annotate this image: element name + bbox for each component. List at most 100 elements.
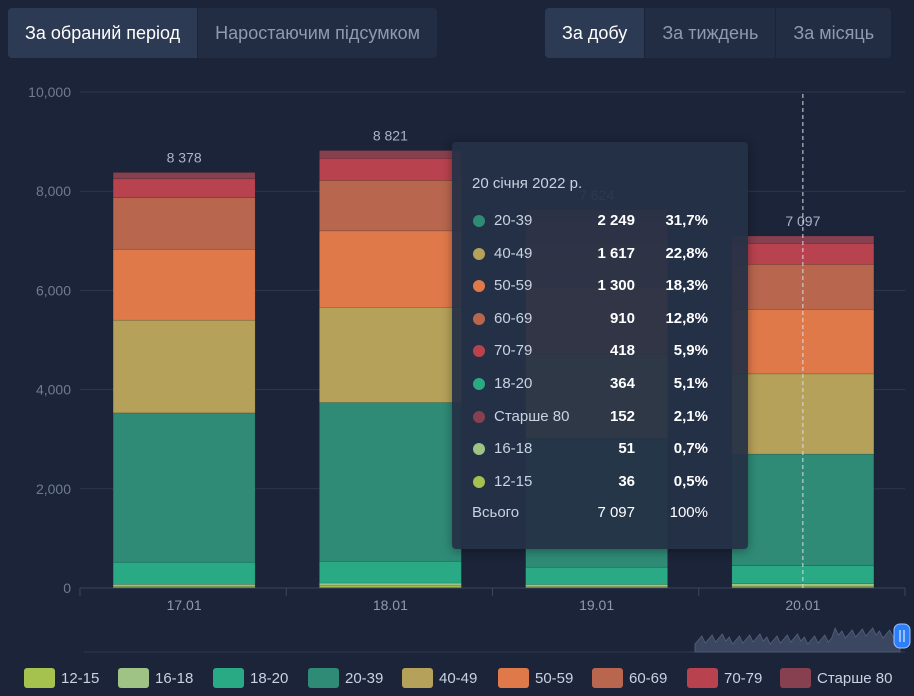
bar-total-label: 8 378 (167, 149, 202, 165)
tooltip-series-value: 152 (609, 407, 635, 425)
tooltip-row: 70-79 418 5,9% (452, 341, 748, 361)
tooltip-series-percent: 18,3% (665, 277, 708, 295)
bar-segment-60-69 (319, 179, 462, 232)
legend-swatch (308, 668, 339, 688)
tab-cumulative[interactable]: Наростаючим підсумком (198, 8, 438, 58)
tooltip-series-value: 2 249 (597, 212, 635, 229)
bar-segment-50-59 (112, 248, 256, 321)
series-dot-icon (473, 443, 485, 456)
series-dot-icon (473, 280, 485, 293)
tab-selected-period[interactable]: За обраний період (8, 8, 199, 58)
legend-label: Старше 80 (817, 670, 893, 687)
chart-tooltip: 20 січня 2022 р. 20-39 2 249 31,7% 40-49 1 6… (452, 142, 748, 549)
tooltip-series-percent: 2,1% (673, 407, 708, 425)
bar-segment-18-20 (525, 566, 668, 585)
series-dot-icon (473, 345, 485, 358)
y-tick-label: 8,000 (36, 183, 71, 199)
legend-swatch (213, 668, 244, 688)
tooltip-series-name: 20-39 (494, 212, 533, 229)
legend-swatch (687, 668, 718, 688)
legend-swatch (118, 668, 149, 688)
series-dot-icon (473, 378, 485, 390)
y-tick-label: 6,000 (36, 282, 71, 298)
bar-segment-40-49 (112, 319, 256, 414)
legend-label: 70-79 (724, 670, 763, 687)
period-mode-tabs: За обраний період Наростаючим підсумком (8, 8, 438, 58)
x-tick-label: 19.01 (579, 597, 614, 613)
tooltip-total-value: 7 097 (597, 504, 635, 521)
bar-segment-60-69 (112, 197, 256, 250)
legend-swatch (498, 668, 529, 688)
bar-segment-70-79 (112, 178, 256, 198)
legend-label: 18-20 (250, 670, 289, 687)
bar-segment-16-18 (319, 582, 462, 587)
tooltip-series-value: 1 617 (597, 244, 635, 262)
tooltip-total-row: Всього 7 097 100% (452, 503, 748, 523)
bar-segment-20-39 (319, 402, 462, 562)
legend-label: 12-15 (61, 670, 100, 687)
tooltip-row: 12-15 36 0,5% (452, 472, 748, 492)
bar-total-label: 8 821 (373, 127, 408, 143)
y-tick-label: 4,000 (36, 382, 71, 398)
tooltip-series-value: 364 (609, 375, 635, 392)
legend-swatch (24, 668, 55, 688)
tooltip-series-name: Старше 80 (494, 407, 570, 425)
tooltip-row: 40-49 1 617 22,8% (452, 244, 748, 264)
bar-segment-20-39 (112, 412, 256, 563)
tooltip-title: 20 січня 2022 р. (472, 175, 583, 192)
tooltip-series-percent: 31,7% (665, 212, 708, 229)
tooltip-series-value: 910 (609, 309, 635, 327)
y-tick-label: 10,000 (28, 84, 71, 100)
series-dot-icon (473, 247, 485, 260)
granularity-tabs: За добу За тиждень За місяць (545, 8, 892, 58)
legend-swatch (780, 668, 811, 688)
x-tick-label: 20.01 (785, 597, 820, 613)
bar-segment-18-20 (319, 560, 462, 584)
legend-label: 20-39 (345, 670, 384, 687)
bar-segment-Старше 80 (319, 150, 462, 159)
x-tick-label: 18.01 (373, 597, 408, 613)
tooltip-series-name: 70-79 (494, 342, 533, 360)
bar-segment-70-79 (731, 243, 875, 265)
x-tick-label: 17.01 (167, 597, 202, 613)
tooltip-series-percent: 5,9% (673, 342, 708, 360)
navigator-series (694, 626, 901, 653)
tooltip-series-name: 18-20 (494, 375, 533, 392)
bar-segment-70-79 (319, 158, 462, 181)
tooltip-series-value: 1 300 (597, 277, 635, 295)
series-dot-icon (473, 410, 485, 423)
tooltip-series-value: 36 (618, 472, 635, 490)
tooltip-series-percent: 22,8% (665, 244, 708, 262)
tooltip-series-percent: 5,1% (673, 375, 708, 392)
navigator-handle[interactable] (893, 623, 911, 649)
tooltip-row: 20-39 2 249 31,7% (452, 211, 748, 231)
tooltip-series-value: 51 (618, 440, 635, 458)
legend-label: 40-49 (439, 670, 478, 687)
tab-per-day[interactable]: За добу (545, 8, 646, 58)
tooltip-series-name: 16-18 (494, 440, 533, 458)
tooltip-row: 18-20 364 5,1% (452, 374, 748, 394)
legend-label: 60-69 (629, 670, 668, 687)
y-tick-label: 2,000 (36, 481, 71, 497)
tooltip-series-percent: 0,5% (673, 472, 708, 490)
tooltip-series-percent: 12,8% (665, 309, 708, 327)
tooltip-series-percent: 0,7% (673, 440, 708, 458)
tooltip-series-name: 40-49 (494, 244, 533, 262)
series-dot-icon (473, 215, 485, 227)
tooltip-series-name: 12-15 (494, 472, 533, 490)
tab-per-month[interactable]: За місяць (776, 8, 892, 58)
legend-swatch (402, 668, 433, 688)
legend-swatch (592, 668, 623, 688)
tooltip-total-percent: 100% (669, 504, 708, 521)
tooltip-series-name: 50-59 (494, 277, 533, 295)
bar-segment-40-49 (319, 306, 462, 403)
y-tick-label: 0 (63, 580, 71, 596)
series-dot-icon (473, 312, 485, 325)
tab-per-week[interactable]: За тиждень (645, 8, 777, 58)
tooltip-row: 50-59 1 300 18,3% (452, 276, 748, 296)
bar-segment-50-59 (319, 230, 462, 308)
legend-label: 50-59 (535, 670, 574, 687)
tooltip-series-value: 418 (609, 342, 635, 360)
legend-label: 16-18 (155, 670, 194, 687)
tooltip-total-label: Всього (472, 504, 520, 521)
